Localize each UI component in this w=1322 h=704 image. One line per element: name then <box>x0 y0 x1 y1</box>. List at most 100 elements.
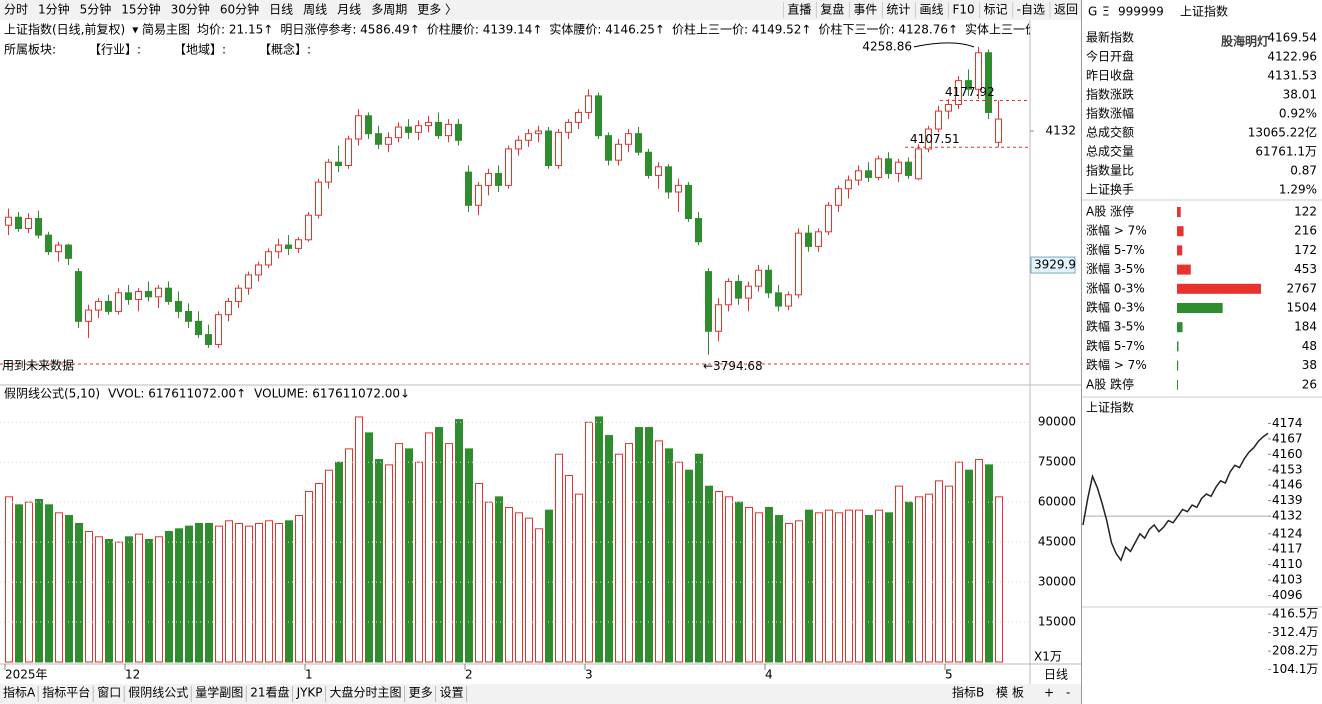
y-tick-label: 75000 <box>1038 455 1076 469</box>
candle-body <box>105 300 112 312</box>
unit-label: X1万 <box>1034 650 1062 664</box>
candle-body <box>115 292 122 312</box>
candle-body <box>255 264 262 276</box>
tool-button[interactable]: 标记 <box>984 3 1008 17</box>
period-button[interactable]: 1分钟 <box>38 2 70 17</box>
tab[interactable]: 板 <box>1012 686 1024 700</box>
price-annotation: ←3794.68 <box>703 359 763 373</box>
candle-body <box>315 181 322 216</box>
volume-bar <box>455 419 463 663</box>
tool-button[interactable]: 直播 <box>787 3 811 17</box>
volume-bar <box>385 464 393 663</box>
tab[interactable]: 模 <box>996 686 1008 700</box>
x-tick-label: 4 <box>765 668 773 682</box>
tool-button[interactable]: -自选 <box>1017 3 1045 17</box>
period-button[interactable]: 多周期 <box>371 3 407 17</box>
volume-bar <box>735 501 743 663</box>
candle-body <box>275 244 282 253</box>
period-button[interactable]: 60分钟 <box>220 2 259 17</box>
tab[interactable]: 假阴线公式 <box>128 686 188 700</box>
tool-button[interactable]: 统计 <box>886 3 910 17</box>
volume-bar <box>285 520 293 663</box>
x-tick-label: 1 <box>305 668 313 682</box>
breadth-bar <box>1177 322 1183 333</box>
info-item: 价柱腰价: 4139.14↑ <box>427 22 543 37</box>
y-tick-label: 15000 <box>1038 615 1076 629</box>
candle-body <box>25 218 32 229</box>
tab[interactable]: 大盘分时主图 <box>330 685 402 700</box>
period-button[interactable]: 15分钟 <box>121 2 160 17</box>
quote-label: 今日开盘 <box>1086 49 1134 64</box>
quote-label: 总成交额 <box>1086 125 1134 140</box>
price-annotation: 4177.92 <box>945 85 995 99</box>
candle-body <box>125 292 132 300</box>
candle-body <box>805 232 812 247</box>
volume-bar <box>295 514 303 663</box>
quote-header: 上证指数 <box>1180 4 1228 19</box>
candle-body <box>885 158 892 174</box>
volume-bar <box>395 443 403 663</box>
candle-body <box>75 271 82 322</box>
period-button[interactable]: 分时 <box>4 3 28 17</box>
period-button[interactable]: 日线 <box>269 3 293 17</box>
tool-button[interactable]: 画线 <box>919 3 943 17</box>
period-button[interactable]: 周线 <box>303 3 327 17</box>
candle-body <box>565 121 572 133</box>
volume-bar <box>415 461 423 663</box>
sector-item: 所属板块: <box>4 43 56 57</box>
tool-button[interactable]: 事件 <box>853 3 877 17</box>
tool-button[interactable]: 返回 <box>1054 3 1078 17</box>
breadth-bar <box>1177 379 1178 390</box>
quote-value: 61761.1万 <box>1255 145 1317 159</box>
tab[interactable]: 指标A <box>3 685 36 700</box>
volume-bar <box>445 443 453 663</box>
candle-body <box>405 126 412 133</box>
breadth-bar <box>1177 283 1261 294</box>
volume-bar <box>15 504 23 663</box>
x-tick-label: 2025年 <box>5 668 48 682</box>
candle-body <box>975 52 982 90</box>
tool-button[interactable]: 复盘 <box>820 2 844 17</box>
tab[interactable]: 窗口 <box>97 686 121 700</box>
info-item: 价柱上三一价: 4149.52↑ <box>672 22 812 37</box>
tab[interactable]: 指标平台 <box>42 685 90 700</box>
volume-bar <box>785 522 793 663</box>
tab[interactable]: 21看盘 <box>250 685 289 700</box>
y-tick-label: 30000 <box>1038 575 1076 589</box>
volume-bar <box>565 475 573 663</box>
candle-body <box>755 269 762 287</box>
zoom-button[interactable]: - <box>1066 686 1070 700</box>
period-button[interactable]: 月线 <box>337 3 361 17</box>
period-button[interactable]: 5分钟 <box>80 2 112 17</box>
candle-body <box>825 204 832 233</box>
tab[interactable]: 更多 <box>409 686 433 700</box>
volume-bar <box>835 512 843 663</box>
sector-item: 【地域】: <box>174 43 226 57</box>
breadth-count: 1504 <box>1286 301 1317 315</box>
tab[interactable]: 设置 <box>440 686 464 700</box>
period-label[interactable]: 日线 <box>1044 668 1068 682</box>
breadth-label: 跌幅 5-7% <box>1086 338 1145 353</box>
tab[interactable]: 指标B <box>952 685 984 700</box>
candle-body <box>225 300 232 316</box>
price-marker-box <box>1030 256 1076 274</box>
toolbar-bg <box>0 0 1081 20</box>
period-button[interactable]: 30分钟 <box>171 2 210 17</box>
tab[interactable]: JYKP <box>296 686 323 700</box>
volume-bar <box>85 530 93 663</box>
info-item: 上证指数(日线,前复权) <box>4 22 125 37</box>
volume-bar <box>305 491 313 663</box>
y-tick-label: 4103 <box>1272 573 1303 587</box>
candle-body <box>835 188 842 206</box>
candle-body <box>945 103 952 112</box>
period-button[interactable]: 更多 〉 <box>417 3 457 17</box>
tool-button[interactable]: F10 <box>952 3 974 17</box>
y-tick-label: 4132 <box>1272 509 1303 523</box>
breadth-count: 172 <box>1294 243 1317 257</box>
candle-body <box>955 80 962 105</box>
tab[interactable]: 量学副图 <box>195 685 243 700</box>
candle-body <box>675 184 682 193</box>
candle-body <box>155 287 162 298</box>
zoom-button[interactable]: + <box>1044 686 1054 700</box>
volume-bar <box>985 464 993 663</box>
